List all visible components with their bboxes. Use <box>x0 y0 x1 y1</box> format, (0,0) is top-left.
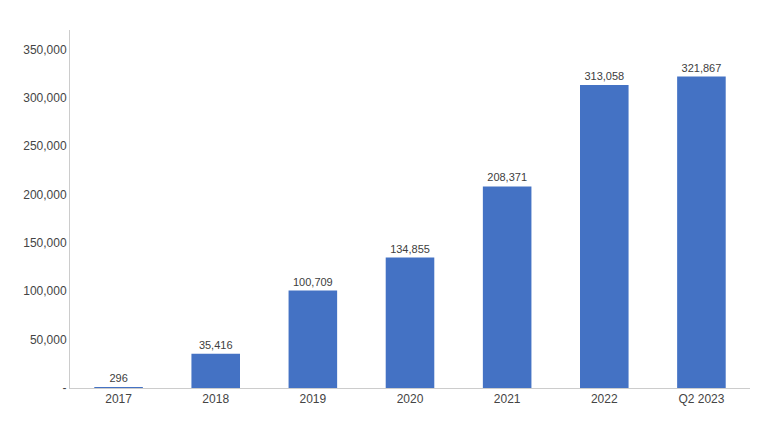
svg-text:35,416: 35,416 <box>199 339 233 351</box>
svg-text:208,371: 208,371 <box>487 171 527 183</box>
svg-text:2019: 2019 <box>300 392 327 406</box>
svg-text:200,000: 200,000 <box>23 188 67 202</box>
svg-text:Q2 2023: Q2 2023 <box>678 392 724 406</box>
svg-text:2017: 2017 <box>105 392 132 406</box>
svg-text:150,000: 150,000 <box>23 236 67 250</box>
svg-text:2020: 2020 <box>397 392 424 406</box>
svg-text:2018: 2018 <box>202 392 229 406</box>
svg-text:321,867: 321,867 <box>682 62 722 74</box>
svg-text:100,000: 100,000 <box>23 284 67 298</box>
svg-text:-: - <box>63 381 67 395</box>
svg-text:100,709: 100,709 <box>293 276 333 288</box>
svg-text:250,000: 250,000 <box>23 139 67 153</box>
svg-text:296: 296 <box>109 372 127 384</box>
svg-text:2022: 2022 <box>591 392 618 406</box>
svg-text:313,058: 313,058 <box>584 70 624 82</box>
svg-text:350,000: 350,000 <box>23 43 67 57</box>
svg-text:50,000: 50,000 <box>30 333 67 347</box>
svg-text:134,855: 134,855 <box>390 243 430 255</box>
svg-text:2021: 2021 <box>494 392 521 406</box>
svg-text:300,000: 300,000 <box>23 91 67 105</box>
